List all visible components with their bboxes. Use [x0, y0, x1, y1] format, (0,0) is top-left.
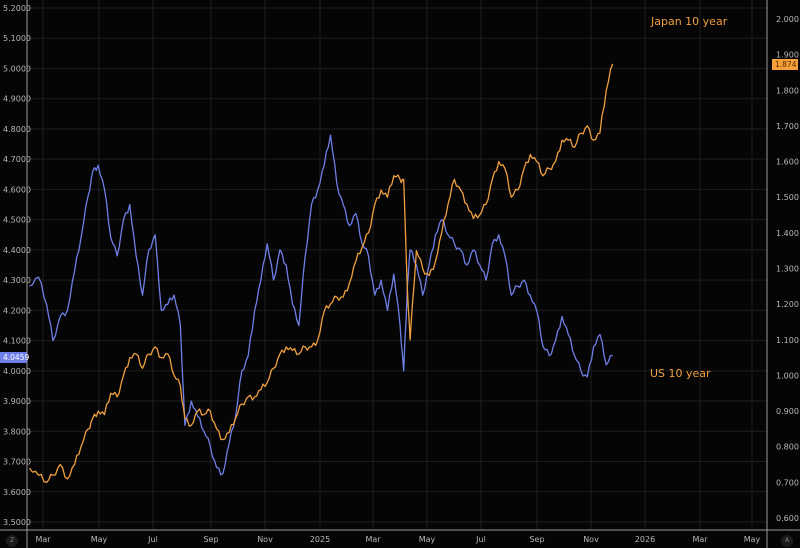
- left-axis-tick-label: 4.1000: [3, 337, 31, 346]
- left-axis-tick-label: 5.2000: [3, 4, 31, 13]
- us-10-year-line[interactable]: [29, 134, 613, 476]
- left-axis-tick-label: 4.3000: [3, 276, 31, 285]
- x-axis-tick-label: May: [744, 535, 761, 544]
- zoom-reset-button[interactable]: Z: [6, 535, 18, 547]
- left-axis-tick-label: 3.8000: [3, 427, 31, 436]
- right-axis-tick-label: 2.000: [776, 15, 799, 24]
- right-axis-tick-label: 1.800: [776, 86, 799, 95]
- x-axis-tick-label: Mar: [35, 535, 51, 544]
- left-axis-tick-label: 4.7000: [3, 155, 31, 164]
- us-last-value-badge: 4.0459: [0, 352, 29, 363]
- x-axis-tick-label: Jul: [475, 535, 486, 544]
- right-axis-tick-label: 0.600: [776, 514, 799, 523]
- right-axis-tick-label: 1.500: [776, 193, 799, 202]
- grid-lines: [27, 0, 767, 530]
- right-axis-tick-label: 1.100: [776, 336, 799, 345]
- x-axis-tick-label: Jul: [147, 535, 158, 544]
- left-axis-tick-label: 3.5000: [3, 518, 31, 527]
- x-axis-tick-label: Nov: [583, 535, 599, 544]
- left-y-axis-ticks[interactable]: 5.2000 5.1000 5.0000 4.9000 4.8000 4.7000 4.60…: [3, 4, 31, 527]
- x-axis-ticks[interactable]: Mar May Jul Sep Nov 2025 Mar May Jul Sep Nov 2026 Ma…: [35, 535, 760, 544]
- right-axis-tick-label: 1.700: [776, 122, 799, 131]
- japan-10-year-line[interactable]: [28, 63, 614, 484]
- x-axis-tick-label: Mar: [692, 535, 708, 544]
- japan-last-value-badge: 1.874: [772, 59, 798, 70]
- left-axis-tick-label: 3.6000: [3, 488, 31, 497]
- japan-series-label: Japan 10 year: [651, 15, 728, 28]
- left-axis-tick-label: 5.0000: [3, 64, 31, 73]
- auto-scale-button[interactable]: A: [781, 535, 793, 547]
- left-axis-tick-label: 4.8000: [3, 125, 31, 134]
- right-y-axis-ticks[interactable]: 2.000 1.900 1.800 1.700 1.600 1.500 1.400 1.300…: [776, 15, 799, 523]
- us-series-label: US 10 year: [650, 367, 711, 380]
- x-axis-tick-label: Mar: [365, 535, 381, 544]
- series-lines: [28, 63, 614, 484]
- left-axis-tick-label: 4.6000: [3, 185, 31, 194]
- right-axis-tick-label: 1.200: [776, 300, 799, 309]
- x-axis-tick-label: Sep: [529, 535, 544, 544]
- x-axis-tick-label: 2025: [310, 535, 330, 544]
- left-axis-tick-label: 4.5000: [3, 216, 31, 225]
- x-axis-tick-label: Nov: [257, 535, 273, 544]
- left-axis-tick-label: 3.7000: [3, 458, 31, 467]
- left-axis-tick-label: 4.0000: [3, 367, 31, 376]
- right-axis-tick-label: 1.900: [776, 51, 799, 60]
- left-axis-tick-label: 4.9000: [3, 95, 31, 104]
- right-axis-tick-label: 1.400: [776, 229, 799, 238]
- left-axis-tick-label: 5.1000: [3, 34, 31, 43]
- left-axis-tick-label: 3.9000: [3, 397, 31, 406]
- right-axis-tick-label: 0.900: [776, 407, 799, 416]
- right-axis-tick-label: 1.600: [776, 158, 799, 167]
- x-axis-tick-label: 2026: [635, 535, 655, 544]
- right-axis-tick-label: 1.000: [776, 371, 799, 380]
- x-axis-tick-label: May: [91, 535, 108, 544]
- right-axis-tick-label: 1.300: [776, 265, 799, 274]
- right-axis-tick-label: 0.700: [776, 478, 799, 487]
- x-axis-tick-label: May: [419, 535, 436, 544]
- x-axis-tick-label: Sep: [203, 535, 218, 544]
- left-axis-tick-label: 4.4000: [3, 246, 31, 255]
- left-axis-tick-label: 4.2000: [3, 306, 31, 315]
- right-axis-tick-label: 0.800: [776, 443, 799, 452]
